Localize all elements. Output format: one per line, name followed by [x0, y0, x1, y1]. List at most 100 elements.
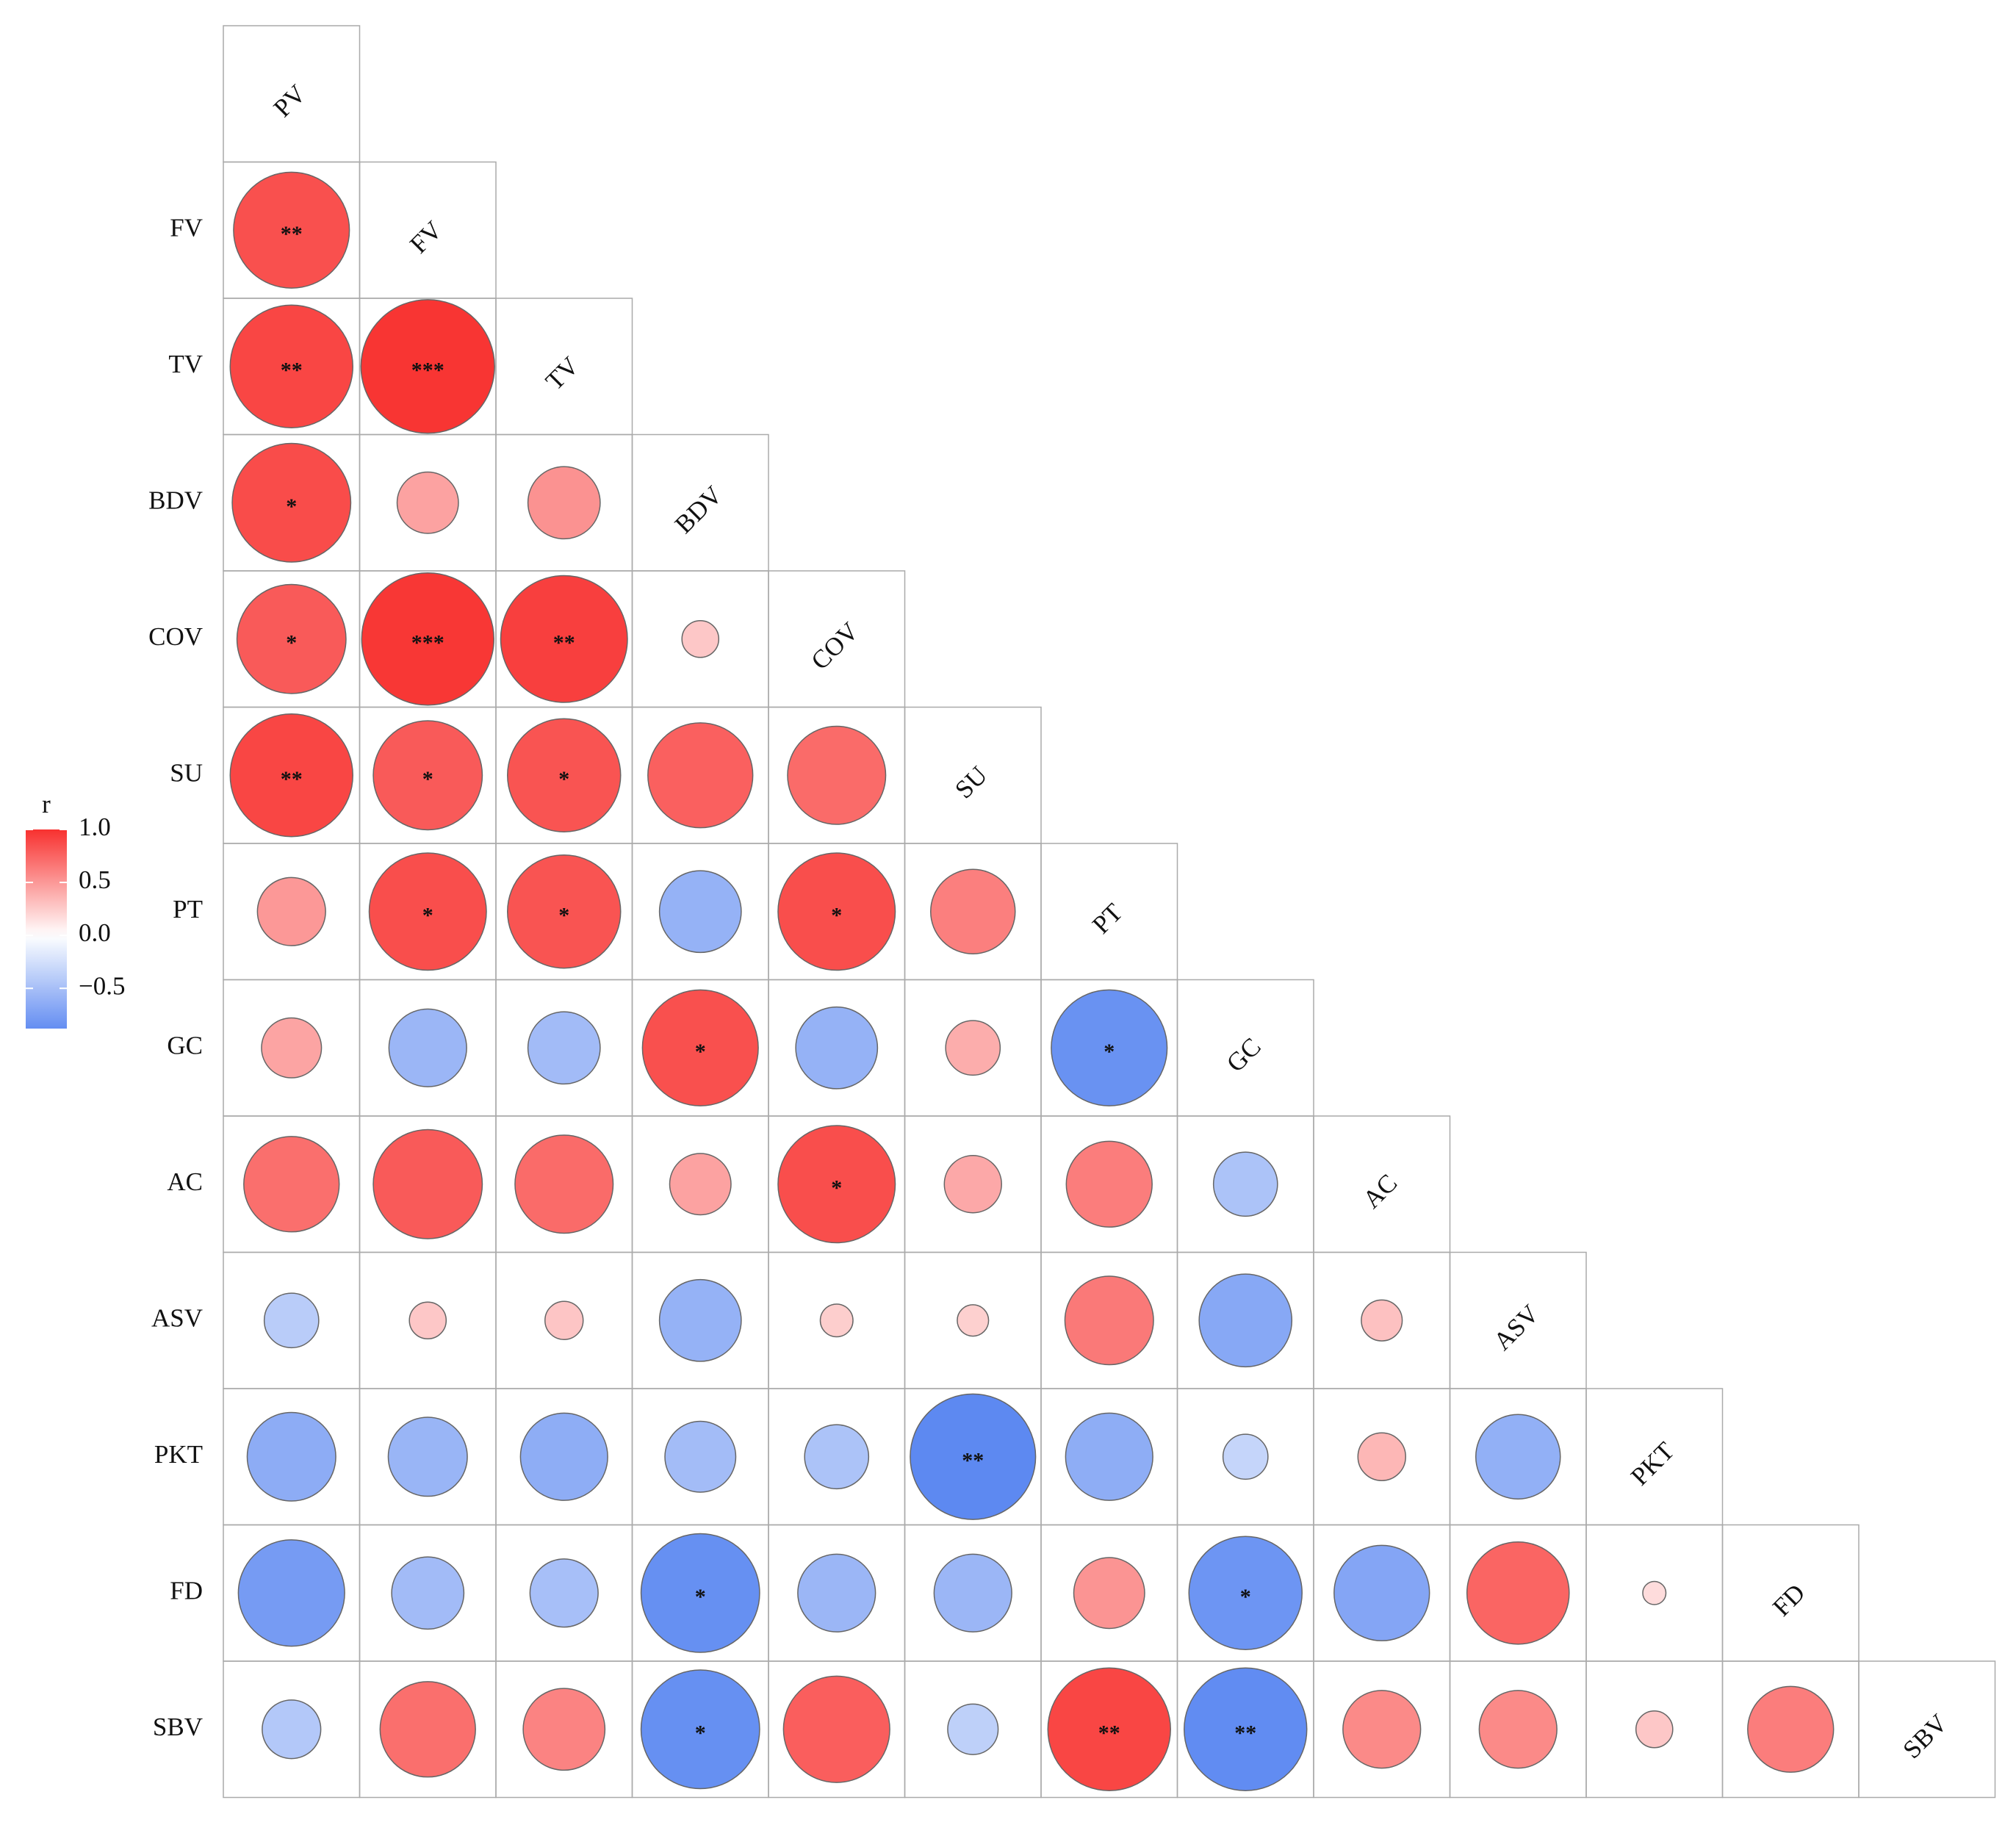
significance: * [558, 767, 569, 791]
significance: * [558, 904, 569, 928]
correlation-circle [1198, 1273, 1293, 1368]
correlation-circle [229, 713, 353, 838]
significance: * [286, 631, 297, 655]
correlation-circle [804, 1424, 870, 1490]
correlation-circle [360, 299, 495, 434]
correlation-circle [640, 1669, 760, 1790]
correlation-circle [263, 1292, 320, 1349]
correlation-circle [819, 1303, 854, 1338]
correlation-circle [246, 1411, 336, 1502]
significance: * [286, 494, 297, 519]
correlation-circle [669, 1153, 732, 1216]
diagonal-label: ASV [1488, 1299, 1544, 1356]
correlation-circle [522, 1688, 606, 1771]
correlation-circle [1188, 1536, 1303, 1650]
correlation-circle [368, 852, 487, 971]
legend-title: r [42, 790, 51, 818]
significance: * [695, 1721, 706, 1746]
row-label: PKT [154, 1440, 203, 1469]
significance: * [831, 904, 842, 928]
significance: * [1240, 1585, 1251, 1609]
correlation-circle [777, 852, 896, 971]
correlation-circle [1466, 1541, 1570, 1645]
correlation-circle [544, 1300, 584, 1340]
colorbar-tick-label: 0.0 [79, 918, 111, 947]
correlation-circle [1065, 1140, 1153, 1228]
correlation-circle [514, 1134, 614, 1234]
row-label: BDV [148, 486, 203, 514]
correlation-circle [787, 725, 887, 825]
correlation-circle [640, 1533, 760, 1653]
correlation-circle [233, 171, 350, 289]
correlation-circle [664, 1420, 737, 1493]
row-label: SU [170, 758, 203, 787]
correlation-circle [519, 1412, 608, 1501]
diagonal-label: BDV [669, 480, 728, 539]
correlation-circle [500, 575, 628, 703]
correlation-circle [243, 1136, 340, 1233]
diagonal-label: AC [1357, 1168, 1403, 1214]
correlation-circle [795, 1006, 879, 1090]
correlation-circle [236, 583, 347, 694]
correlation-circle [262, 1699, 322, 1760]
correlation-circle [1747, 1685, 1835, 1773]
correlation-circle [256, 876, 326, 946]
diagonal-label: COV [805, 616, 864, 675]
correlation-circle [1065, 1412, 1153, 1501]
diagonal-label: SU [949, 760, 993, 804]
correlation-circle [933, 1553, 1012, 1633]
significance: * [422, 767, 433, 791]
correlation-circle [372, 1129, 483, 1239]
row-label: PT [173, 895, 203, 924]
correlation-circle [1635, 1710, 1674, 1749]
diagonal-label: PV [268, 79, 312, 123]
row-label: COV [148, 622, 203, 651]
row-label: ASV [151, 1303, 203, 1332]
correlation-circle [231, 442, 352, 563]
correlation-circle [782, 1675, 890, 1783]
correlation-circle [527, 1011, 601, 1085]
correlation-circle [1064, 1275, 1154, 1366]
row-label: SBV [153, 1713, 203, 1741]
correlation-circle [391, 1556, 465, 1630]
row-label: GC [167, 1031, 203, 1059]
correlation-circle [237, 1539, 345, 1647]
correlation-circle [387, 1417, 468, 1497]
row-label: AC [167, 1167, 203, 1196]
correlation-circle [945, 1020, 1001, 1076]
correlation-circle [681, 619, 720, 658]
correlation-circle [1475, 1414, 1561, 1500]
correlation-circle [388, 1008, 467, 1087]
correlation-circle [777, 1125, 896, 1244]
row-label: TV [168, 350, 203, 378]
correlation-circle [1357, 1432, 1406, 1481]
correlation-circle [1184, 1667, 1308, 1791]
correlation-circle [529, 1558, 599, 1628]
correlation-circle [261, 1017, 323, 1079]
colorbar-tick-label: 0.5 [79, 865, 111, 894]
correlation-circle [947, 1703, 999, 1755]
correlation-circle [527, 466, 601, 540]
colorbar-tick-label: −0.5 [79, 971, 126, 1000]
correlation-circle [1478, 1690, 1558, 1769]
significance: * [1104, 1040, 1115, 1064]
correlation-circle [507, 854, 622, 969]
correlation-circle [641, 989, 759, 1106]
correlation-circle [229, 304, 353, 428]
correlation-circle [379, 1681, 476, 1778]
significance: * [695, 1040, 706, 1064]
correlation-circle [1222, 1433, 1269, 1480]
significance: ** [281, 767, 303, 791]
cell [1858, 1660, 1996, 1799]
diagonal-label: FD [1767, 1578, 1810, 1621]
diagonal-label: GC [1221, 1032, 1267, 1078]
correlation-circle [507, 718, 622, 832]
diagonal-label: PKT [1625, 1436, 1680, 1491]
significance: ** [281, 359, 303, 383]
significance: ** [1098, 1721, 1120, 1746]
correlation-circle [1047, 1667, 1171, 1791]
correlation-circle [361, 572, 494, 706]
significance: * [831, 1176, 842, 1201]
correlation-circle [372, 720, 483, 831]
